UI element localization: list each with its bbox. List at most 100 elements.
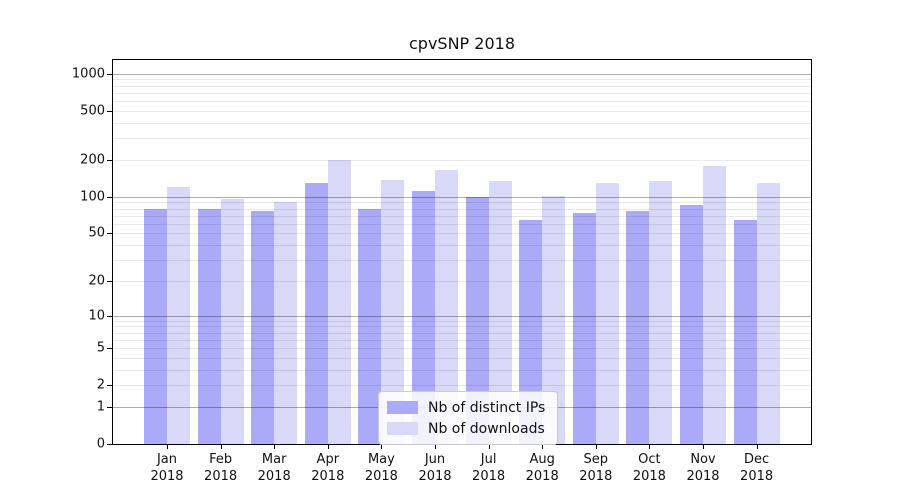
x-label-month: Dec [744, 452, 770, 467]
x-label-month: Jul [480, 452, 497, 467]
gridline-minor-30 [113, 259, 811, 261]
bar-downloads-jan [167, 186, 190, 444]
bar-distinct-ips-jul [465, 196, 489, 444]
bar-distinct-ips-dec [733, 220, 757, 444]
bar-downloads-feb [220, 199, 244, 444]
bar-downloads-may [381, 179, 405, 444]
bar-downloads-sep [595, 182, 619, 444]
x-label-month: Jun [424, 452, 446, 467]
y-tick-200 [107, 159, 113, 161]
x-label-month: Sep [583, 452, 609, 467]
x-label-month: Mar [261, 452, 287, 467]
gridline-minor-7 [113, 332, 811, 334]
x-tick-aug [542, 444, 544, 449]
gridline-minor-900 [113, 79, 811, 81]
x-tick-jun [435, 444, 436, 449]
bar-downloads-jun [435, 169, 458, 444]
gridline-minor-200 [113, 159, 811, 161]
bar-distinct-ips-jan [144, 209, 167, 444]
y-tick-1 [107, 406, 113, 408]
x-label-month: Apr [316, 452, 340, 467]
bar-distinct-ips-oct [626, 211, 650, 444]
y-tick-20 [107, 280, 113, 282]
x-tick-label-dec: Dec 2018 [725, 451, 789, 485]
x-label-year: 2018 [740, 469, 774, 484]
gridline-minor-50 [113, 233, 811, 235]
y-tick-label-10: 10 [88, 308, 105, 323]
y-tick-label-20: 20 [88, 273, 105, 289]
gridline-minor-600 [113, 101, 811, 102]
gridline-major-100 [113, 196, 811, 198]
x-label-month: Jan [156, 452, 178, 467]
bar-distinct-ips-may [358, 208, 382, 444]
gridline-minor-2 [113, 385, 811, 387]
x-label-month: Aug [529, 452, 555, 467]
y-tick-2 [107, 385, 113, 387]
x-label-year: 2018 [364, 469, 398, 484]
legend-item-downloads: Nb of downloads [387, 418, 545, 439]
y-tick-label-0: 0 [96, 436, 105, 452]
x-tick-label-oct: Oct 2018 [617, 451, 681, 485]
legend-label-distinct-ips: Nb of distinct IPs [428, 399, 546, 416]
x-label-year: 2018 [632, 469, 666, 484]
x-tick-may [381, 444, 383, 449]
y-tick-label-1: 1 [96, 399, 105, 415]
gridline-minor-5 [113, 348, 811, 349]
legend-swatch-downloads [387, 422, 418, 435]
legend-item-distinct-ips: Nb of distinct IPs [387, 397, 545, 418]
gridline-major-1000 [113, 73, 811, 75]
gridline-minor-4 [113, 357, 811, 359]
bar-distinct-ips-apr [304, 182, 328, 444]
bar-downloads-nov [703, 165, 726, 444]
gridline-minor-70 [113, 215, 811, 217]
x-label-year: 2018 [311, 469, 345, 484]
y-tick-label-1000: 1000 [71, 66, 105, 82]
x-tick-dec [756, 444, 758, 449]
bar-distinct-ips-feb [197, 209, 221, 444]
bar-distinct-ips-nov [680, 204, 703, 444]
gridline-minor-300 [113, 138, 811, 140]
bar-downloads-jul [488, 180, 512, 444]
y-tick-label-200: 200 [80, 152, 105, 168]
x-tick-label-apr: Apr 2018 [296, 451, 360, 485]
x-label-month: Nov [690, 452, 716, 467]
bar-downloads-mar [274, 201, 298, 444]
bar-downloads-apr [327, 159, 351, 444]
x-label-month: May [367, 452, 395, 467]
x-tick-sep [595, 444, 597, 449]
y-tick-100 [107, 196, 113, 198]
gridline-major-10 [113, 315, 811, 317]
gridline-minor-3 [113, 369, 811, 371]
x-label-year: 2018 [418, 469, 452, 484]
bar-downloads-dec [756, 183, 780, 444]
y-tick-label-100: 100 [80, 189, 105, 205]
x-tick-label-jun: Jun 2018 [403, 451, 467, 485]
bar-distinct-ips-mar [251, 211, 275, 444]
y-tick-label-500: 500 [80, 103, 105, 119]
gridline-minor-80 [113, 208, 811, 210]
x-tick-label-feb: Feb 2018 [189, 451, 253, 485]
bar-downloads-aug [542, 196, 566, 444]
x-tick-feb [220, 444, 222, 449]
y-tick-0 [107, 444, 113, 445]
plot-area [112, 59, 812, 445]
y-tick-label-5: 5 [96, 340, 105, 356]
y-tick-10 [107, 315, 113, 317]
x-tick-oct [649, 444, 651, 449]
x-label-month: Oct [638, 452, 661, 467]
x-tick-label-aug: Aug 2018 [510, 451, 574, 485]
x-label-month: Feb [209, 452, 233, 467]
x-label-year: 2018 [579, 469, 613, 484]
x-tick-label-may: May 2018 [349, 451, 413, 485]
gridline-minor-6 [113, 339, 811, 341]
gridline-minor-90 [113, 202, 811, 204]
x-tick-label-jul: Jul 2018 [457, 451, 521, 485]
legend-label-downloads: Nb of downloads [428, 420, 545, 437]
gridline-minor-20 [113, 280, 811, 282]
bar-downloads-oct [649, 181, 673, 444]
gridline-minor-800 [113, 85, 811, 87]
legend-swatch-distinct-ips [387, 401, 418, 414]
x-tick-mar [274, 444, 276, 449]
x-tick-nov [703, 444, 704, 449]
